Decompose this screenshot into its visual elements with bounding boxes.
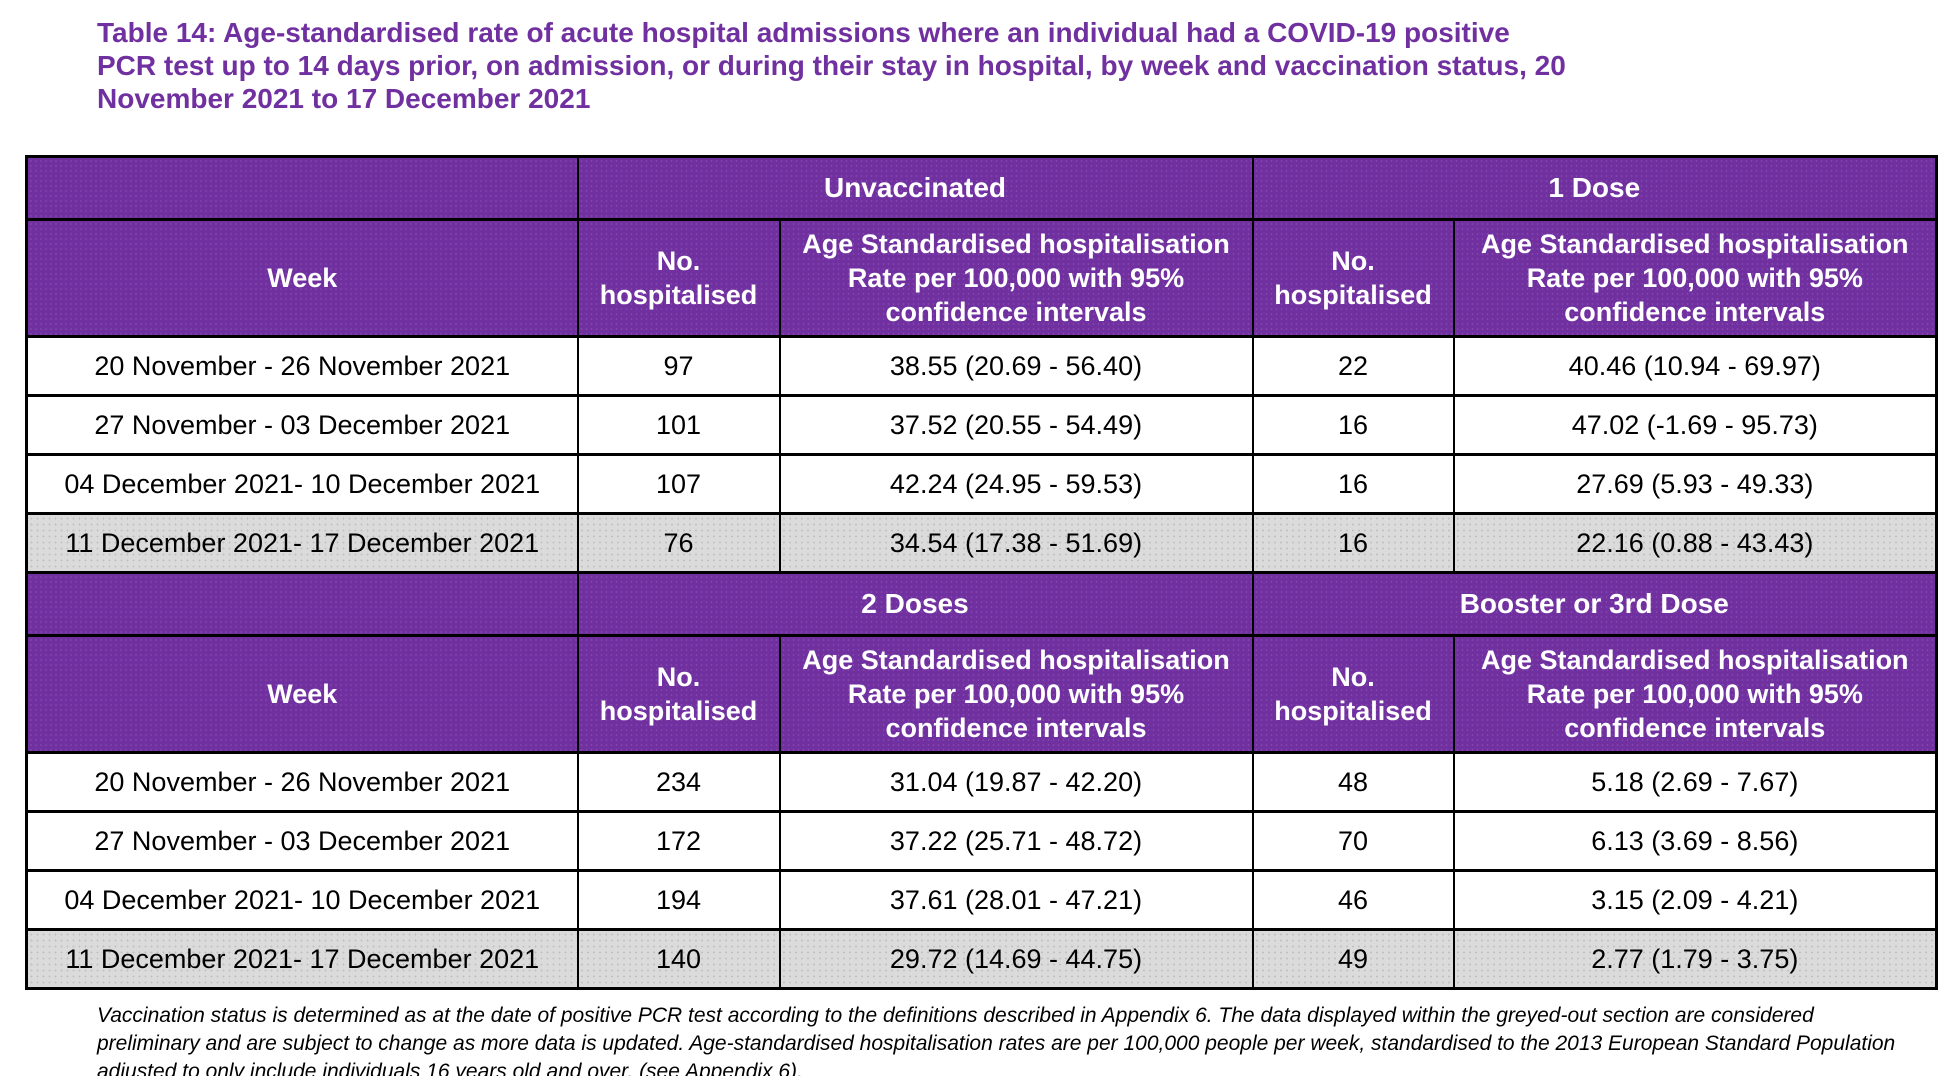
count-cell: 49 [1251, 928, 1455, 990]
section-header-unvaccinated: Unvaccinated [576, 155, 1254, 221]
section-band-row: Unvaccinated 1 Dose [25, 155, 1938, 221]
rate-cell: 38.55 (20.69 - 56.40) [778, 335, 1254, 397]
count-cell: 16 [1251, 394, 1455, 456]
count-cell: 140 [576, 928, 781, 990]
footnote-line: adjusted to only include individuals 16 … [97, 1060, 803, 1076]
rate-cell: 42.24 (24.95 - 59.53) [778, 453, 1254, 515]
table-row: 04 December 2021- 10 December 2021 194 3… [25, 869, 1938, 931]
rate-cell: 5.18 (2.69 - 7.67) [1452, 751, 1938, 813]
week-cell: 04 December 2021- 10 December 2021 [25, 453, 579, 515]
rate-header-cell: Age Standardised hospitalisation Rate pe… [778, 218, 1254, 338]
rate-cell: 37.52 (20.55 - 54.49) [778, 394, 1254, 456]
section-header-booster: Booster or 3rd Dose [1251, 571, 1938, 637]
week-cell: 27 November - 03 December 2021 [25, 810, 579, 872]
week-cell: 20 November - 26 November 2021 [25, 751, 579, 813]
count-cell: 16 [1251, 512, 1455, 574]
table-row: 20 November - 26 November 2021 97 38.55 … [25, 335, 1938, 397]
count-cell: 101 [576, 394, 781, 456]
rate-header-cell: Age Standardised hospitalisation Rate pe… [778, 634, 1254, 754]
count-cell: 22 [1251, 335, 1455, 397]
column-header-row: Week No. hospitalised Age Standardised h… [25, 218, 1938, 338]
rate-cell: 3.15 (2.09 - 4.21) [1452, 869, 1938, 931]
rate-cell: 34.54 (17.38 - 51.69) [778, 512, 1254, 574]
rate-cell: 27.69 (5.93 - 49.33) [1452, 453, 1938, 515]
week-cell: 11 December 2021- 17 December 2021 [25, 512, 579, 574]
no-hospitalised-header-cell: No. hospitalised [1251, 218, 1455, 338]
band-empty-cell [25, 155, 579, 221]
count-cell: 16 [1251, 453, 1455, 515]
section-header-1-dose: 1 Dose [1251, 155, 1938, 221]
count-cell: 172 [576, 810, 781, 872]
table-row: 20 November - 26 November 2021 234 31.04… [25, 751, 1938, 813]
rate-cell: 6.13 (3.69 - 8.56) [1452, 810, 1938, 872]
table-row-preliminary: 11 December 2021- 17 December 2021 76 34… [25, 512, 1938, 574]
rate-cell: 2.77 (1.79 - 3.75) [1452, 928, 1938, 990]
table-title: Table 14: Age-standardised rate of acute… [97, 17, 1566, 114]
table-row: 27 November - 03 December 2021 101 37.52… [25, 394, 1938, 456]
count-cell: 107 [576, 453, 781, 515]
rate-cell: 31.04 (19.87 - 42.20) [778, 751, 1254, 813]
table-row: 04 December 2021- 10 December 2021 107 4… [25, 453, 1938, 515]
footnote-line: preliminary and are subject to change as… [97, 1032, 1896, 1055]
section-header-2-doses: 2 Doses [576, 571, 1254, 637]
no-hospitalised-header-cell: No. hospitalised [576, 218, 781, 338]
rate-cell: 37.22 (25.71 - 48.72) [778, 810, 1254, 872]
week-cell: 20 November - 26 November 2021 [25, 335, 579, 397]
week-header-cell: Week [25, 634, 579, 754]
admissions-table: Unvaccinated 1 Dose Week No. hospitalise… [25, 155, 1939, 990]
column-header-row: Week No. hospitalised Age Standardised h… [25, 634, 1938, 754]
week-header-cell: Week [25, 218, 579, 338]
rate-header-cell: Age Standardised hospitalisation Rate pe… [1452, 218, 1938, 338]
count-cell: 194 [576, 869, 781, 931]
week-cell: 11 December 2021- 17 December 2021 [25, 928, 579, 990]
rate-cell: 40.46 (10.94 - 69.97) [1452, 335, 1938, 397]
rate-cell: 22.16 (0.88 - 43.43) [1452, 512, 1938, 574]
count-cell: 46 [1251, 869, 1455, 931]
count-cell: 97 [576, 335, 781, 397]
count-cell: 70 [1251, 810, 1455, 872]
count-cell: 76 [576, 512, 781, 574]
footnote-line: Vaccination status is determined as at t… [97, 1004, 1814, 1027]
table-row-preliminary: 11 December 2021- 17 December 2021 140 2… [25, 928, 1938, 990]
count-cell: 234 [576, 751, 781, 813]
rate-header-cell: Age Standardised hospitalisation Rate pe… [1452, 634, 1938, 754]
rate-cell: 37.61 (28.01 - 47.21) [778, 869, 1254, 931]
week-cell: 04 December 2021- 10 December 2021 [25, 869, 579, 931]
section-band-row: 2 Doses Booster or 3rd Dose [25, 571, 1938, 637]
count-cell: 48 [1251, 751, 1455, 813]
rate-cell: 29.72 (14.69 - 44.75) [778, 928, 1254, 990]
table-row: 27 November - 03 December 2021 172 37.22… [25, 810, 1938, 872]
no-hospitalised-header-cell: No. hospitalised [576, 634, 781, 754]
week-cell: 27 November - 03 December 2021 [25, 394, 579, 456]
rate-cell: 47.02 (-1.69 - 95.73) [1452, 394, 1938, 456]
footnote: Vaccination status is determined as at t… [97, 1002, 1897, 1076]
band-empty-cell [25, 571, 579, 637]
no-hospitalised-header-cell: No. hospitalised [1251, 634, 1455, 754]
